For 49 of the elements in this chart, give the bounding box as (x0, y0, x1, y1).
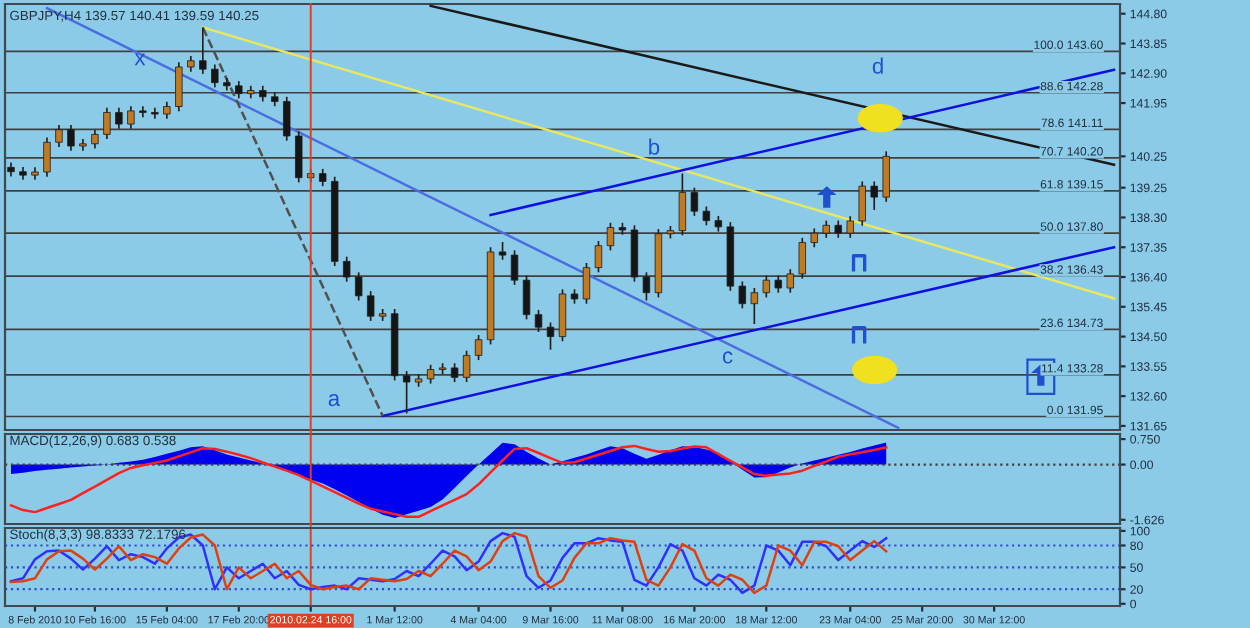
candlestick (474, 334, 483, 361)
candlestick (810, 227, 818, 249)
candlestick (738, 280, 747, 310)
annotation: a (328, 393, 341, 407)
candlestick (750, 287, 759, 325)
candlestick (582, 262, 591, 305)
candlestick (546, 321, 555, 351)
candlestick (295, 130, 303, 184)
candlestick (43, 136, 51, 178)
candlestick (211, 63, 219, 89)
candlestick (115, 106, 123, 130)
candlestick (642, 271, 651, 302)
candlestick (103, 106, 111, 140)
annotation: x (134, 53, 146, 66)
candlestick (366, 290, 375, 322)
candlestick (91, 128, 99, 150)
annotation: d (872, 57, 883, 74)
candlestick (798, 237, 806, 280)
candlestick (690, 186, 699, 217)
candlestick (55, 124, 63, 148)
candlestick (846, 215, 854, 239)
candlestick (354, 271, 363, 302)
candlestick (594, 240, 603, 274)
candlestick (702, 205, 711, 227)
candlestick (450, 362, 459, 383)
candlestick (283, 95, 291, 142)
candlestick (786, 268, 795, 294)
candlestick (426, 363, 435, 385)
candlestick (870, 180, 878, 211)
candlestick (522, 274, 531, 321)
candlestick (127, 105, 135, 130)
annotation: c (722, 351, 733, 364)
candlestick (67, 124, 75, 152)
candlestick (678, 172, 687, 237)
candlestick (606, 221, 615, 252)
annotation: b (649, 138, 660, 155)
candlestick (630, 224, 639, 283)
candlestick (534, 309, 543, 333)
candlestick (558, 288, 567, 343)
line-series (9, 531, 888, 595)
candlestick (510, 249, 519, 286)
candlestick (762, 274, 771, 299)
candlestick (342, 255, 351, 283)
candlestick (402, 370, 411, 415)
candlestick (199, 26, 207, 75)
candlestick (882, 150, 890, 203)
candlestick (858, 180, 866, 227)
candlestick (175, 61, 183, 113)
candlestick (462, 349, 471, 383)
